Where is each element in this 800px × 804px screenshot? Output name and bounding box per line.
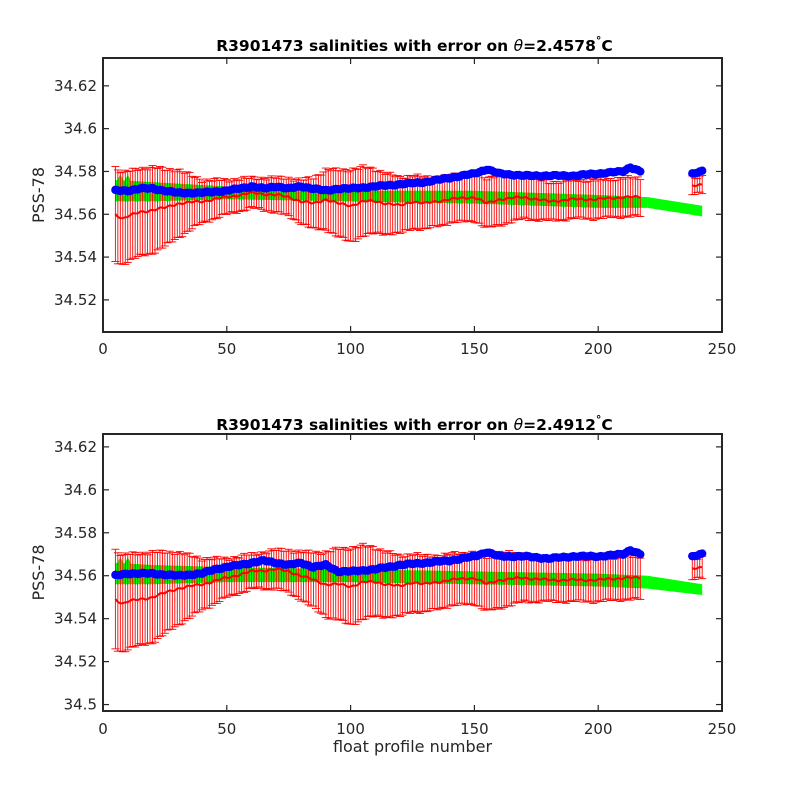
mapped-salinity-line xyxy=(691,183,703,188)
y-axis-label: PSS-78 xyxy=(29,544,48,600)
error-bar xyxy=(636,179,645,217)
x-tick-label: 50 xyxy=(217,720,236,738)
y-tick-label: 34.56 xyxy=(54,567,97,585)
mapped-salinity-line xyxy=(114,567,641,605)
x-tick-label: 0 xyxy=(98,720,108,738)
reference-salinity-band xyxy=(647,575,703,596)
panel-1: 0 50 100 150 200 250 34.52 34.54 34.56 34.58 34.6 3… xyxy=(29,34,736,358)
x-tick-label: 150 xyxy=(460,720,489,738)
x-tick-label: 100 xyxy=(336,340,365,358)
y-axis-label: PSS-78 xyxy=(29,167,48,223)
x-tick-label: 250 xyxy=(708,340,737,358)
x-tick-label: 200 xyxy=(584,340,613,358)
chart-title: R3901473 salinities with error on θ=2.49… xyxy=(216,413,613,434)
chart-title: R3901473 salinities with error on θ=2.45… xyxy=(216,34,613,55)
y-tick-label: 34.52 xyxy=(54,653,97,671)
y-tick-label: 34.52 xyxy=(54,291,97,309)
y-tick-label: 34.54 xyxy=(54,610,97,628)
x-tick-label: 250 xyxy=(708,720,737,738)
y-tick-label: 34.5 xyxy=(64,696,97,714)
axes-box xyxy=(102,57,723,333)
y-tick-label: 34.58 xyxy=(54,162,97,180)
y-tick-label: 34.62 xyxy=(54,77,97,95)
x-tick-label: 200 xyxy=(584,720,613,738)
axes-box xyxy=(102,433,723,712)
reference-salinity-band xyxy=(647,197,703,217)
y-tick-label: 34.56 xyxy=(54,205,97,223)
mapped-salinity-line xyxy=(114,190,641,220)
float-salinity-point xyxy=(697,549,707,558)
float-salinity-point xyxy=(636,167,645,176)
x-tick-label: 100 xyxy=(336,720,365,738)
mapped-salinity-line xyxy=(691,565,703,571)
y-tick-label: 34.62 xyxy=(54,438,97,456)
y-tick-label: 34.6 xyxy=(64,120,97,138)
x-tick-label: 50 xyxy=(217,340,236,358)
x-axis-label: float profile number xyxy=(333,737,493,756)
y-tick-label: 34.58 xyxy=(54,524,97,542)
float-salinity-point xyxy=(636,550,645,559)
x-tick-label: 150 xyxy=(460,340,489,358)
panel-2: 0 50 100 150 200 250 34.5 34.52 34.54 34.56 34.58 3… xyxy=(29,413,736,756)
y-tick-label: 34.6 xyxy=(64,481,97,499)
x-tick-label: 0 xyxy=(98,340,108,358)
y-tick-label: 34.54 xyxy=(54,248,97,266)
float-salinity-point xyxy=(697,166,707,175)
